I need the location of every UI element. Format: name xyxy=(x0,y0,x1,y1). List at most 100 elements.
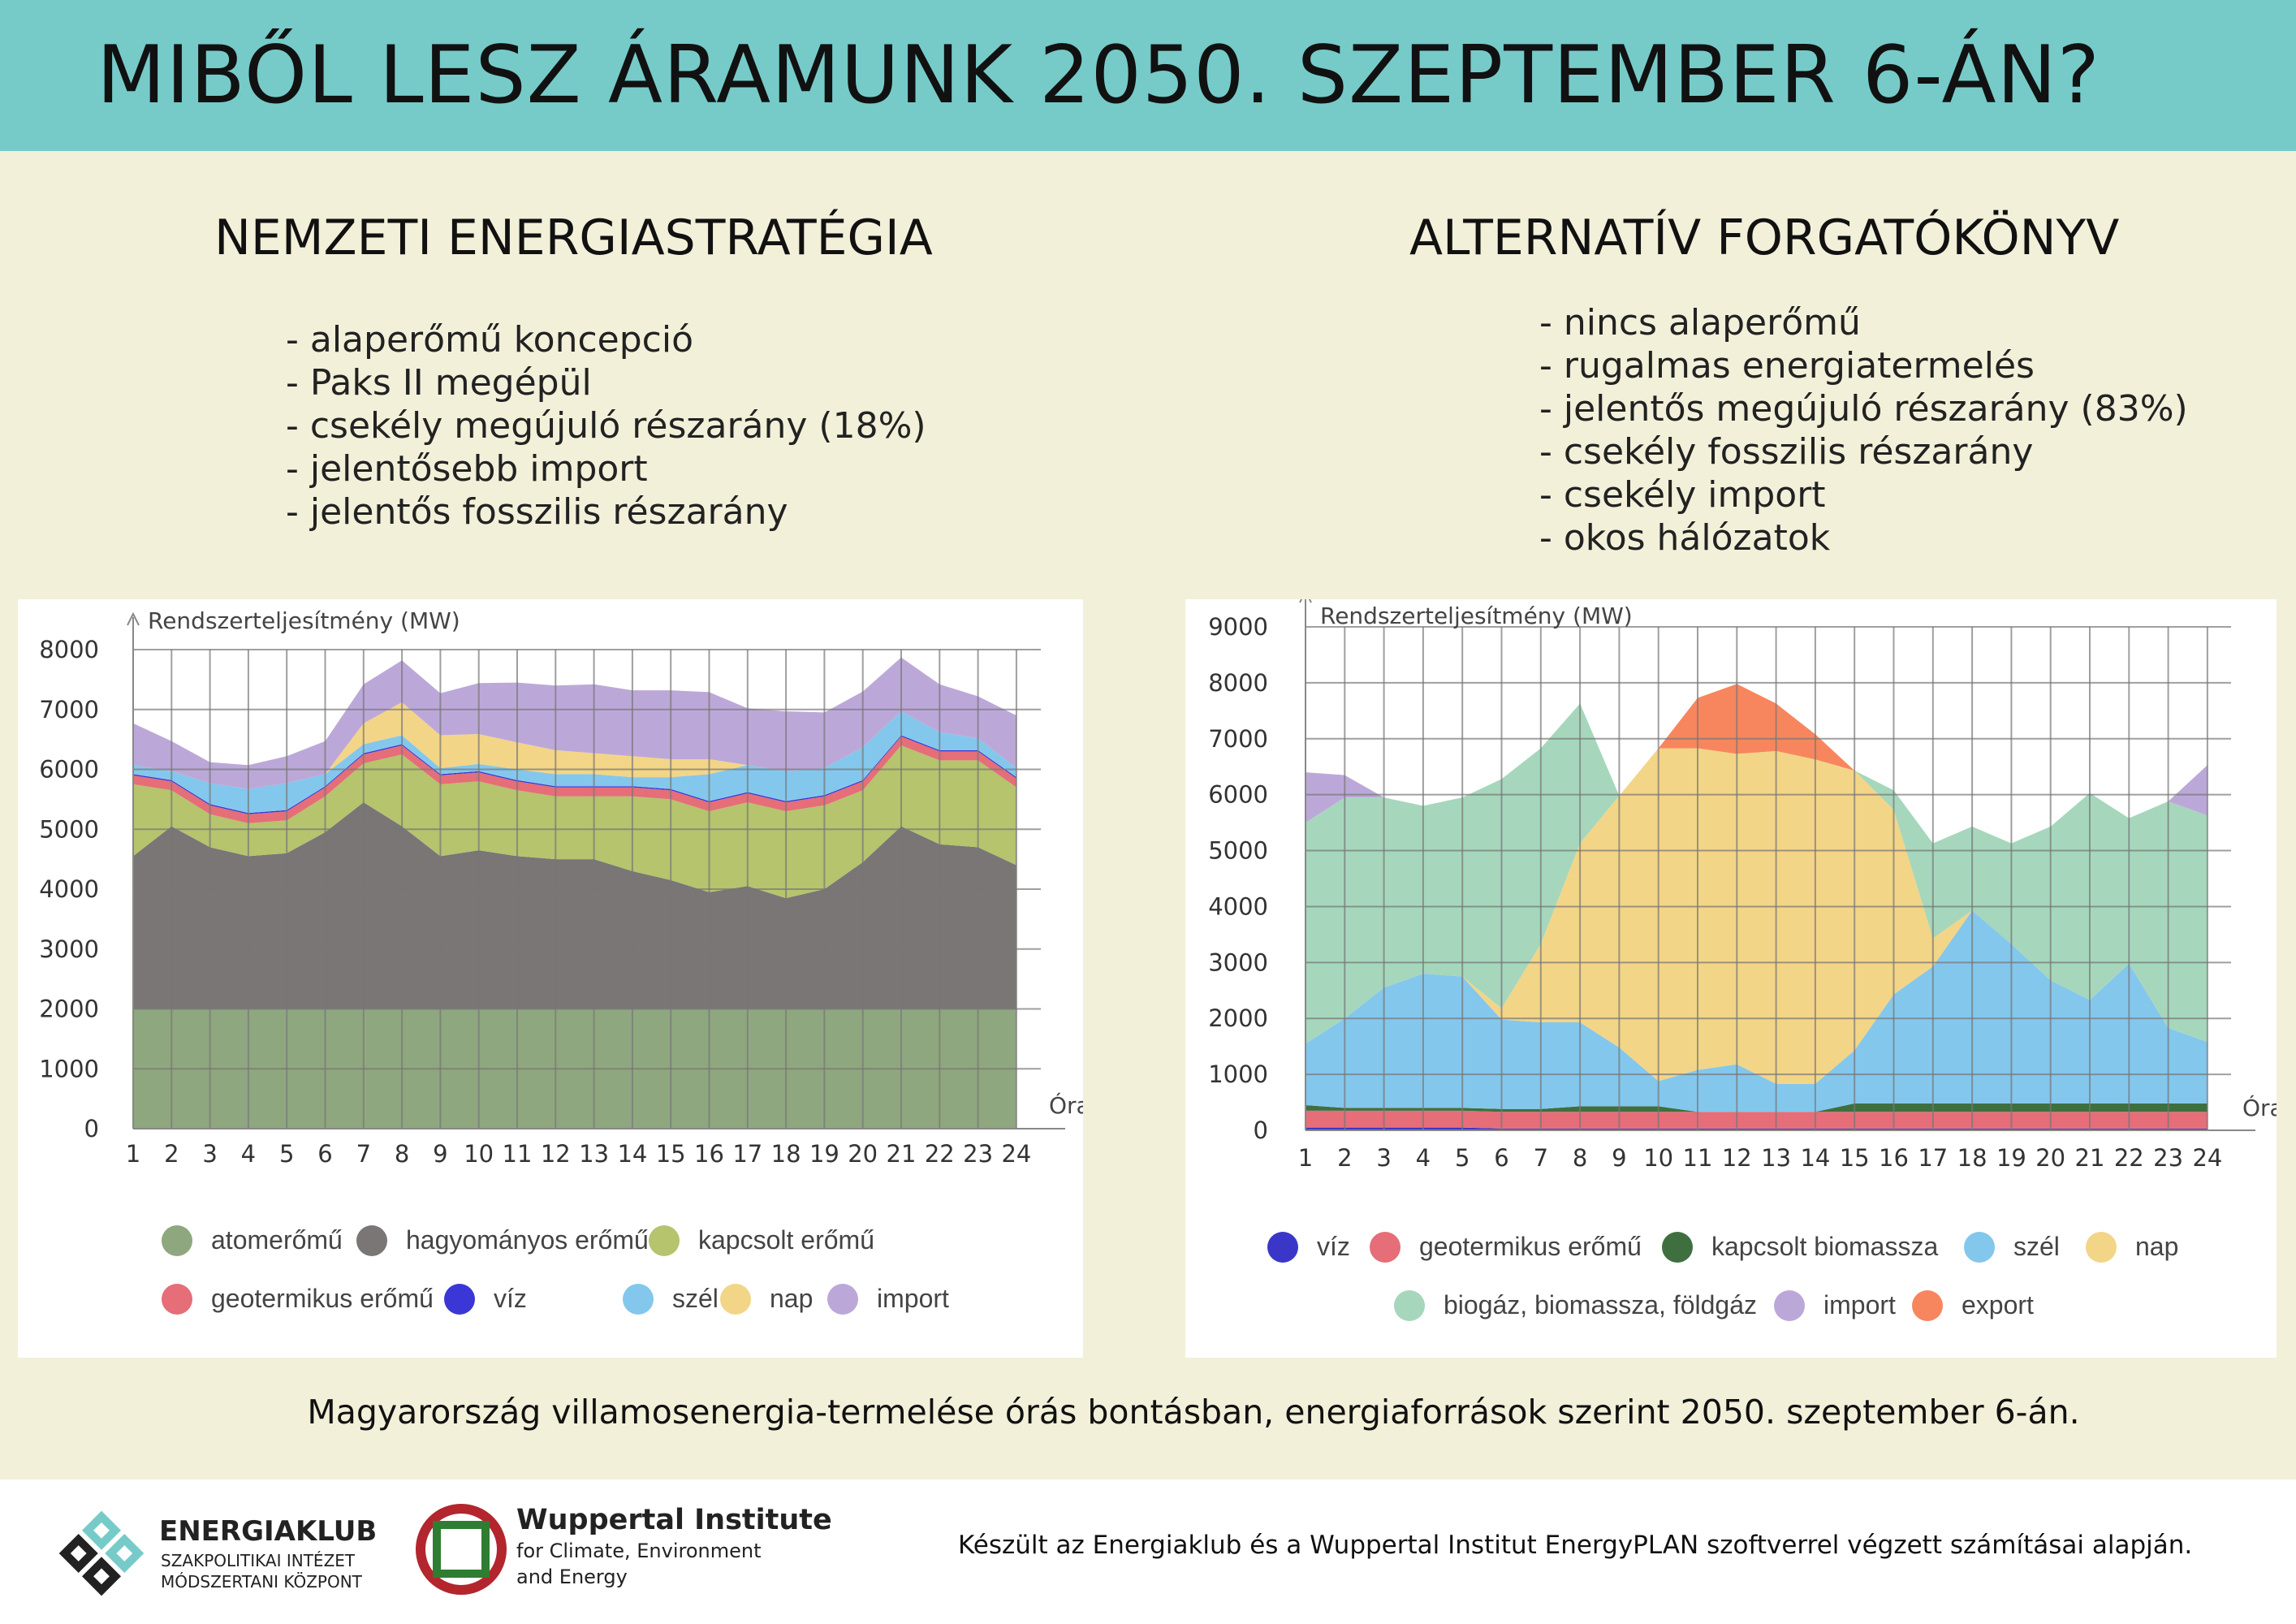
area-series xyxy=(1306,684,2208,844)
x-tick-label: 22 xyxy=(2114,1144,2144,1172)
y-tick-label: 2000 xyxy=(1208,1004,1268,1032)
area-series xyxy=(1306,1103,2208,1112)
legend-swatch xyxy=(1267,1232,1298,1263)
y-axis-label: Rendszerteljesítmény (MW) xyxy=(148,607,460,634)
y-tick-label: 0 xyxy=(1254,1116,1268,1144)
x-tick-label: 21 xyxy=(2075,1144,2105,1172)
y-tick-label: 5000 xyxy=(1208,837,1268,865)
x-tick-label: 3 xyxy=(202,1140,217,1168)
legend-swatch xyxy=(444,1284,475,1315)
legend-swatch xyxy=(162,1225,192,1256)
x-tick-label: 20 xyxy=(2035,1144,2065,1172)
x-tick-label: 23 xyxy=(2153,1144,2183,1172)
y-axis-arrow xyxy=(127,611,140,626)
x-tick-label: 17 xyxy=(1918,1144,1948,1172)
legend-label: export xyxy=(1962,1290,2034,1320)
y-axis-label: Rendszerteljesítmény (MW) xyxy=(1320,603,1633,629)
title-bar xyxy=(0,0,2296,151)
legend-label: nap xyxy=(2135,1232,2178,1261)
y-tick-label: 8000 xyxy=(39,636,99,663)
legend-swatch xyxy=(1774,1290,1805,1321)
y-tick-label: 3000 xyxy=(1208,948,1268,976)
x-axis-label: Óra xyxy=(1049,1091,1083,1119)
x-tick-label: 6 xyxy=(1494,1144,1508,1172)
y-tick-label: 8000 xyxy=(1208,669,1268,697)
x-tick-label: 16 xyxy=(694,1140,724,1168)
y-tick-label: 7000 xyxy=(1208,725,1268,753)
x-tick-label: 22 xyxy=(925,1140,955,1168)
legend-label: atomerőmű xyxy=(211,1225,343,1255)
legend-label: víz xyxy=(494,1284,527,1313)
left-bullet: - jelentős fosszilis részarány xyxy=(286,491,788,533)
y-tick-label: 3000 xyxy=(39,935,99,963)
credit-text: Készült az Energiaklub és a Wuppertal In… xyxy=(958,1531,2193,1560)
legend-label: szél xyxy=(672,1284,719,1313)
legend: víz geotermikus erőmű kapcsolt biomassza sz… xyxy=(1267,1232,2178,1321)
right-bullet: - rugalmas energiatermelés xyxy=(1539,345,2035,387)
legend-swatch xyxy=(162,1284,192,1315)
y-tick-label: 0 xyxy=(84,1115,99,1142)
x-tick-label: 4 xyxy=(1416,1144,1431,1172)
x-tick-label: 5 xyxy=(1455,1144,1470,1172)
area-series xyxy=(133,745,1016,899)
x-tick-label: 9 xyxy=(433,1140,447,1168)
x-tick-label: 18 xyxy=(771,1140,801,1168)
page-title: MIBŐL LESZ ÁRAMUNK 2050. SZEPTEMBER 6-ÁN… xyxy=(97,29,2100,122)
caption: Magyarország villamosenergia-termelése ó… xyxy=(307,1393,2080,1432)
y-tick-label: 1000 xyxy=(1208,1060,1268,1088)
y-tick-label: 5000 xyxy=(39,815,99,843)
area-series xyxy=(1306,748,2208,1084)
area-series xyxy=(133,657,1016,789)
grid-layer xyxy=(132,649,1041,1129)
x-tick-label: 18 xyxy=(1957,1144,1987,1172)
x-tick-label: 14 xyxy=(617,1140,647,1168)
left-bullet: - alaperőmű koncepció xyxy=(286,319,694,361)
left-chart-panel: 0 1000 2000 3000 4000 5000 6000 7000 8000 1 2 3 4 5 6 7… xyxy=(18,599,1090,1358)
area-series xyxy=(133,711,1016,814)
energiaklub-sub1: SZAKPOLITIKAI INTÉZET xyxy=(161,1551,356,1570)
right-bullet: - jelentős megújuló részarány (83%) xyxy=(1539,388,2188,430)
legend-label: kapcsolt biomassza xyxy=(1711,1232,1938,1261)
x-tick-label: 14 xyxy=(1800,1144,1830,1172)
legend-label: import xyxy=(1823,1290,1896,1320)
area-series xyxy=(1306,1110,2208,1129)
y-tick-label: 4000 xyxy=(39,875,99,903)
wuppertal-name: Wuppertal Institute xyxy=(516,1504,832,1536)
x-tick-label: 13 xyxy=(579,1140,609,1168)
legend-swatch xyxy=(720,1284,751,1315)
legend-label: víz xyxy=(1317,1232,1350,1261)
x-tick-label: 7 xyxy=(1534,1144,1548,1172)
legend-label: geotermikus erőmű xyxy=(211,1284,434,1313)
left-bullet: - jelentősebb import xyxy=(286,448,648,490)
x-tick-label: 13 xyxy=(1761,1144,1791,1172)
area-series xyxy=(1306,910,2208,1112)
x-tick-label: 10 xyxy=(1643,1144,1673,1172)
area-series xyxy=(133,736,1016,823)
x-tick-label: 24 xyxy=(2192,1144,2222,1172)
area-series xyxy=(133,702,1016,789)
x-tick-label: 15 xyxy=(1840,1144,1870,1172)
right-subtitle: ALTERNATÍV FORGATÓKÖNYV xyxy=(1409,209,2120,266)
legend-swatch xyxy=(1912,1290,1943,1321)
x-tick-label: 8 xyxy=(395,1140,409,1168)
x-tick-label: 12 xyxy=(1722,1144,1752,1172)
left-subtitle: NEMZETI ENERGIASTRATÉGIA xyxy=(214,209,933,266)
right-bullet-list: - nincs alaperőmű - rugalmas energiaterm… xyxy=(1539,301,2188,559)
legend-swatch xyxy=(649,1225,680,1256)
x-tick-label: 1 xyxy=(126,1140,140,1168)
y-tick-label: 2000 xyxy=(39,996,99,1023)
energiaklub-logo-icon xyxy=(58,1510,145,1596)
x-tick-label: 17 xyxy=(732,1140,762,1168)
x-tick-label: 2 xyxy=(1337,1144,1352,1172)
right-bullet: - csekély import xyxy=(1539,474,1826,516)
legend-label: hagyományos erőmű xyxy=(406,1225,649,1255)
left-bullet: - Paks II megépül xyxy=(286,362,592,404)
legend-label: kapcsolt erőmű xyxy=(698,1225,874,1255)
y-tick-label: 1000 xyxy=(39,1055,99,1082)
legend-label: nap xyxy=(770,1284,813,1313)
legend-label: geotermikus erőmű xyxy=(1419,1232,1642,1261)
right-bullet: - csekély fosszilis részarány xyxy=(1539,431,2034,473)
left-bullet: - csekély megújuló részarány (18%) xyxy=(286,405,926,447)
x-tick-label: 19 xyxy=(1996,1144,2026,1172)
